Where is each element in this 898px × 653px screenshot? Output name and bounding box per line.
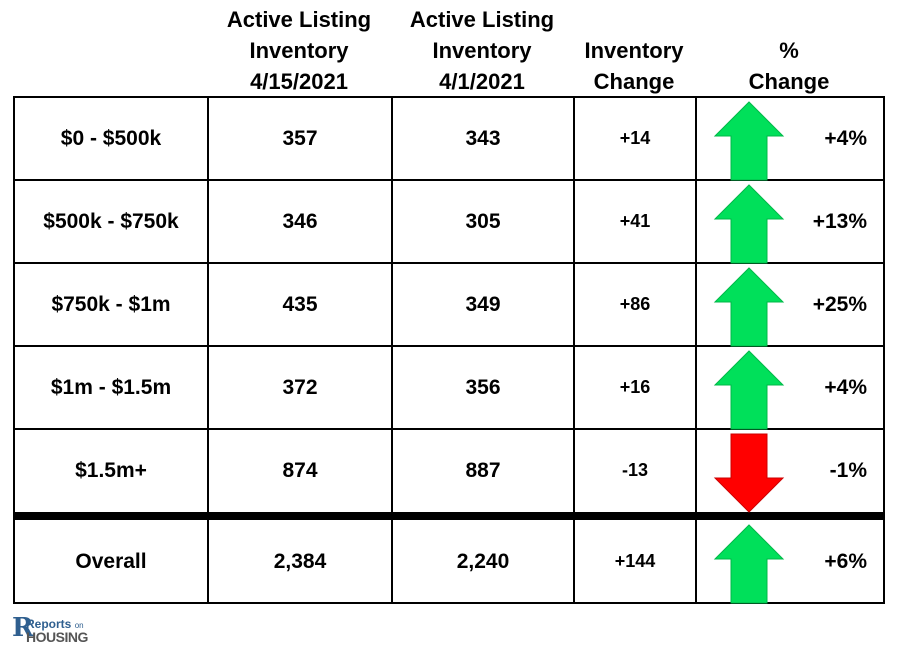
cell-percent-change: +4% — [824, 375, 867, 399]
cell-percent-change: +13% — [812, 209, 867, 233]
row-divider — [13, 345, 885, 347]
column-header-current: Active Listing Inventory 4/15/2021 — [226, 7, 372, 94]
reports-on-housing-logo: R Reports on HOUSING — [12, 613, 88, 645]
cell-percent-change: +25% — [812, 292, 867, 316]
cell-inventory-change: +144 — [614, 551, 656, 571]
row-divider — [13, 179, 885, 181]
cell-current-inventory: 357 — [282, 126, 318, 150]
row-label: $0 - $500k — [60, 126, 162, 150]
cell-previous-inventory: 343 — [465, 126, 501, 150]
column-divider — [207, 96, 209, 603]
cell-percent-change: +4% — [824, 126, 867, 150]
table-border-bottom — [13, 602, 885, 604]
cell-previous-inventory: 887 — [465, 458, 501, 482]
cell-percent-change: -1% — [829, 458, 867, 482]
cell-inventory-change: +14 — [619, 128, 651, 148]
arrow-down-icon — [713, 433, 785, 513]
arrow-up-icon — [713, 183, 785, 263]
cell-current-inventory: 874 — [282, 458, 318, 482]
cell-current-inventory: 372 — [282, 375, 318, 399]
cell-inventory-change: +86 — [619, 294, 651, 314]
cell-previous-inventory: 2,240 — [456, 549, 510, 573]
overall-separator — [13, 512, 885, 520]
column-divider — [391, 96, 393, 603]
column-divider — [573, 96, 575, 603]
row-divider — [13, 428, 885, 430]
row-label: $750k - $1m — [51, 292, 171, 316]
row-divider — [13, 262, 885, 264]
column-header-change: Inventory Change — [584, 38, 684, 94]
cell-previous-inventory: 305 — [465, 209, 501, 233]
column-divider — [695, 96, 697, 603]
arrow-up-icon — [713, 266, 785, 346]
arrow-up-icon — [713, 523, 785, 603]
cell-inventory-change: +41 — [619, 211, 651, 231]
cell-current-inventory: 435 — [282, 292, 318, 316]
row-label: $1m - $1.5m — [50, 375, 172, 399]
table-border-top — [13, 96, 885, 98]
cell-inventory-change: -13 — [621, 460, 648, 480]
row-label: Overall — [75, 549, 147, 573]
column-header-previous: Active Listing Inventory 4/1/2021 — [409, 7, 555, 94]
cell-inventory-change: +16 — [619, 377, 651, 397]
table-border-right — [883, 96, 885, 603]
cell-previous-inventory: 349 — [465, 292, 501, 316]
arrow-up-icon — [713, 100, 785, 180]
table-border-left — [13, 96, 15, 603]
row-label: $1.5m+ — [75, 458, 147, 482]
column-header-pct-change: % Change — [748, 38, 830, 94]
row-label: $500k - $750k — [43, 209, 179, 233]
cell-current-inventory: 2,384 — [273, 549, 327, 573]
cell-previous-inventory: 356 — [465, 375, 501, 399]
cell-percent-change: +6% — [824, 549, 867, 573]
cell-current-inventory: 346 — [282, 209, 318, 233]
arrow-up-icon — [713, 349, 785, 429]
